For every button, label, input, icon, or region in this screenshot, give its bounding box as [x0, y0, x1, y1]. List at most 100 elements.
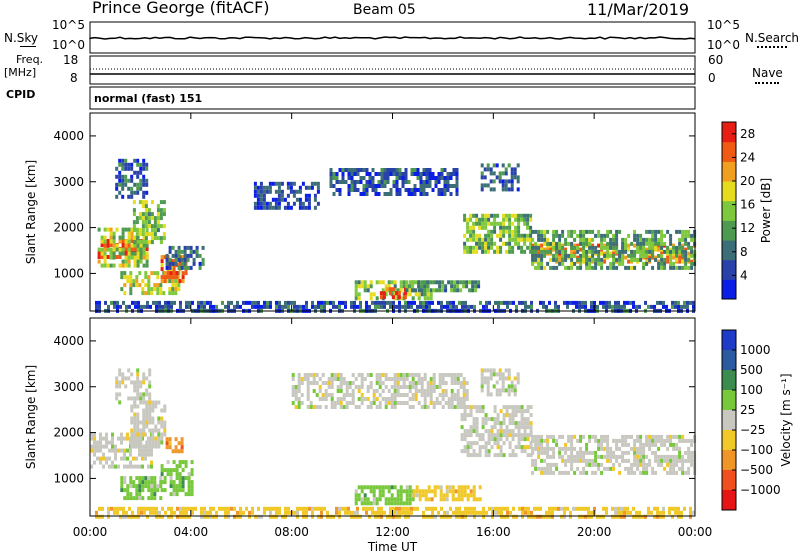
heatmap-cell [534, 434, 538, 439]
heatmap-cell [275, 514, 278, 519]
heatmap-cell [471, 280, 475, 285]
heatmap-cell [484, 213, 488, 218]
heatmap-cell [248, 510, 251, 515]
heatmap-cell [480, 175, 484, 180]
heatmap-cell [178, 263, 182, 268]
heatmap-cell [481, 237, 485, 242]
heatmap-cell [206, 510, 209, 515]
heatmap-cell [584, 300, 587, 305]
heatmap-cell [602, 300, 605, 305]
heatmap-cell [514, 237, 518, 242]
heatmap-cell [512, 514, 515, 519]
heatmap-cell [564, 247, 568, 252]
heatmap-cell [389, 172, 393, 176]
heatmap-cell [239, 510, 242, 515]
heatmap-cell [383, 184, 387, 188]
heatmap-cell [575, 304, 578, 309]
velocity-colorbar-segment [722, 330, 736, 351]
heatmap-cell [395, 188, 399, 192]
heatmap-cell [636, 237, 640, 242]
heatmap-cell [139, 186, 143, 191]
heatmap-cell [155, 510, 158, 515]
heatmap-cell [514, 241, 518, 246]
heatmap-region [291, 373, 469, 409]
heatmap-cell [654, 454, 658, 459]
heatmap-cell [401, 304, 404, 309]
heatmap-cell [129, 291, 133, 296]
heatmap-cell [178, 464, 182, 469]
heatmap-cell [612, 466, 616, 471]
heatmap-cell [645, 249, 649, 254]
heatmap-cell [499, 225, 503, 230]
heatmap-cell [166, 468, 170, 473]
heatmap-cell [672, 442, 676, 447]
heatmap-cell [432, 401, 436, 405]
heatmap-cell [614, 506, 617, 511]
heatmap-cell [408, 489, 412, 494]
heatmap-cell [546, 434, 550, 439]
heatmap-cell [683, 506, 686, 511]
heatmap-cell [588, 237, 592, 242]
heatmap-cell [95, 510, 98, 515]
heatmap-cell [624, 255, 628, 260]
heatmap-cell [487, 433, 491, 438]
heatmap-cell [490, 229, 494, 234]
heatmap-cell [200, 510, 203, 515]
heatmap-cell [429, 393, 433, 397]
heatmap-cell [277, 181, 281, 186]
heatmap-cell [450, 288, 454, 293]
heatmap-cell [587, 514, 590, 519]
heatmap-cell [645, 462, 649, 467]
heatmap-cell [174, 449, 178, 454]
heatmap-cell [168, 257, 172, 262]
heatmap-cell [132, 456, 135, 461]
heatmap-cell [136, 170, 140, 175]
heatmap-cell [672, 462, 676, 467]
heatmap-cell [201, 261, 205, 266]
heatmap-cell [116, 304, 119, 309]
heatmap-cell [139, 166, 143, 171]
heatmap-cell [300, 381, 304, 385]
heatmap-cell [537, 438, 541, 443]
heatmap-cell [118, 384, 122, 389]
heatmap-cell [657, 259, 661, 264]
heatmap-region [165, 437, 184, 454]
heatmap-cell [450, 405, 454, 409]
heatmap-cell [123, 291, 127, 296]
heatmap-cell [146, 514, 149, 519]
heatmap-cell [136, 259, 140, 264]
heatmap-cell [141, 456, 144, 461]
heatmap-cell [581, 304, 584, 309]
heatmap-cell [417, 284, 421, 289]
heatmap-cell [179, 304, 182, 309]
heatmap-cell [440, 188, 444, 192]
heatmap-cell [609, 261, 613, 266]
heatmap-cell [123, 480, 127, 485]
heatmap-cell [233, 506, 236, 511]
freq-left-tick-bottom: 8 [70, 71, 78, 85]
heatmap-cell [396, 385, 400, 389]
heatmap-cell [464, 304, 467, 309]
heatmap-cell [242, 510, 245, 515]
heatmap-cell [350, 172, 354, 176]
heatmap-cell [466, 453, 470, 458]
heatmap-cell [438, 393, 442, 397]
heatmap-cell [502, 453, 506, 458]
heatmap-cell [520, 409, 524, 414]
heatmap-cell [189, 265, 193, 270]
heatmap-cell [537, 229, 541, 234]
heatmap-cell [636, 438, 640, 443]
heatmap-cell [179, 510, 182, 515]
heatmap-cell [338, 300, 341, 305]
heatmap-cell [157, 428, 161, 433]
heatmap-cell [620, 514, 623, 519]
heatmap-cell [495, 388, 499, 393]
heatmap-cell [669, 454, 673, 459]
heatmap-cell [327, 381, 331, 385]
heatmap-cell [407, 180, 411, 184]
heatmap-cell [653, 514, 656, 519]
heatmap-cell [107, 510, 110, 515]
heatmap-cell [543, 247, 547, 252]
heatmap-cell [398, 300, 401, 305]
beam-label: Beam 05 [353, 2, 416, 18]
